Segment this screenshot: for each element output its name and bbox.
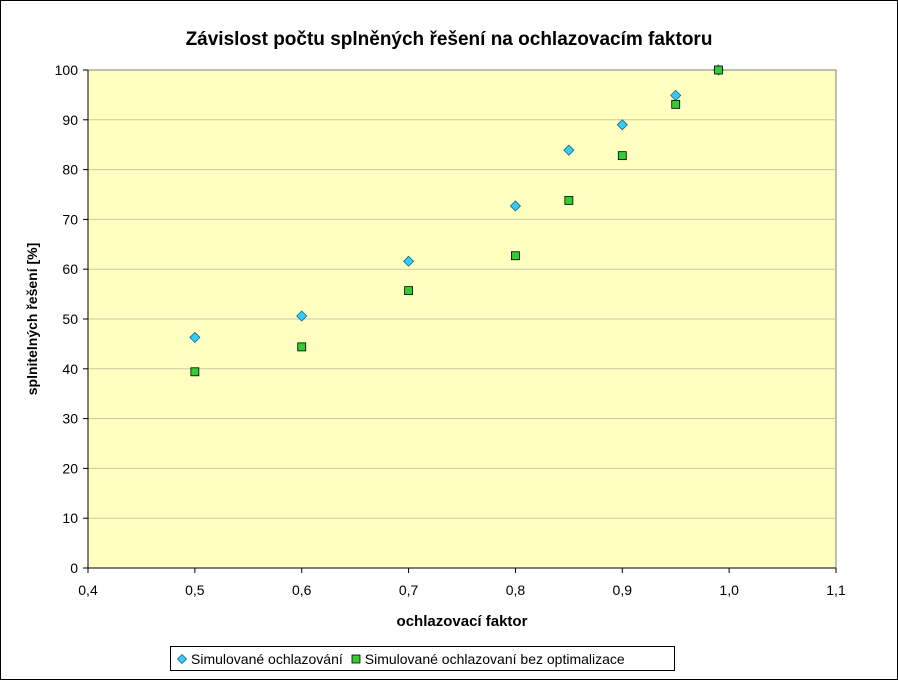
data-point-diamond: [563, 144, 575, 156]
x-tick-label: 1,1: [826, 582, 846, 598]
x-tick-label: 0,4: [78, 582, 98, 598]
y-tick-label: 50: [62, 311, 78, 327]
legend-item-series-1: Simulované ochlazování: [177, 651, 343, 667]
data-points: [189, 64, 725, 377]
square-marker-icon: [351, 654, 361, 663]
legend-label-series-2: Simulované ochlazovaní bez optimalizace: [364, 650, 625, 667]
legend: Simulované ochlazování Simulované ochlaz…: [170, 646, 675, 671]
y-tick-label: 20: [62, 460, 78, 476]
y-tick-label: 90: [62, 112, 78, 128]
y-axis-label: splnitelných řešení [%]: [24, 243, 40, 395]
axes: 0 10 20 30 40 50 60 70 80 90 100 0,4 0,5 0,6 0,7 0,8 0,9…: [55, 62, 846, 598]
data-point-square: [297, 342, 307, 352]
data-point-square: [511, 251, 520, 261]
data-point-square: [404, 286, 413, 296]
data-point-diamond: [509, 200, 521, 212]
grid-lines: [88, 119, 836, 519]
data-point-diamond: [296, 310, 308, 322]
data-point-square: [671, 99, 681, 109]
y-tick-label: 10: [62, 510, 78, 526]
y-tick-label: 70: [62, 211, 78, 227]
data-point-square: [190, 367, 200, 377]
x-tick-label: 0,6: [292, 582, 312, 598]
data-point-diamond: [616, 119, 628, 131]
diamond-marker-icon: [177, 653, 187, 664]
data-point-square: [564, 196, 574, 205]
data-point-square: [617, 151, 627, 161]
data-point-diamond: [189, 331, 201, 343]
y-tick-label: 100: [55, 62, 79, 78]
legend-item-series-2: Simulované ochlazovaní bez optimalizace: [351, 651, 625, 667]
y-tick-label: 80: [62, 162, 78, 178]
x-axis-label: ochlazovací faktor: [397, 613, 528, 630]
y-tick-label: 30: [62, 411, 78, 427]
x-tick-label: 0,5: [185, 582, 205, 598]
x-tick-label: 0,9: [613, 582, 633, 598]
data-point-square: [714, 65, 723, 75]
y-tick-label: 40: [62, 361, 78, 377]
legend-label-series-1: Simulované ochlazování: [191, 650, 343, 667]
x-tick-label: 0,8: [506, 582, 526, 598]
data-point-diamond: [403, 255, 415, 267]
y-tick-label: 60: [62, 261, 78, 277]
chart-title: Závislost počtu splněných řešení na ochl…: [186, 29, 713, 50]
y-tick-label: 0: [70, 560, 78, 576]
x-tick-label: 0,7: [399, 582, 419, 598]
x-tick-label: 1,0: [719, 582, 739, 598]
